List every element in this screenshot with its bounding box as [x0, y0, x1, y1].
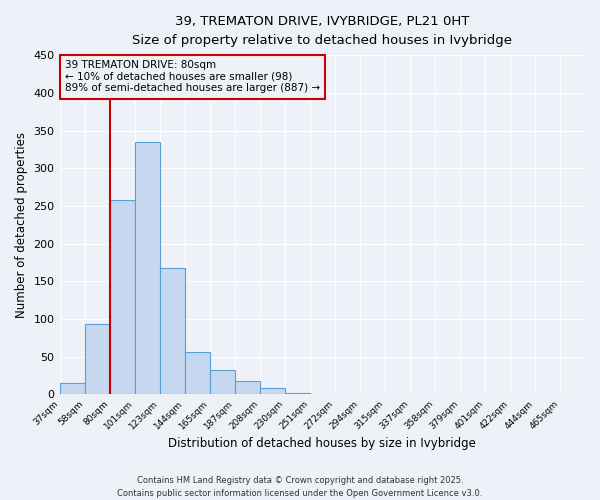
Bar	[134, 142, 160, 395]
Bar	[85, 324, 110, 394]
Bar	[260, 388, 285, 394]
Bar	[160, 268, 185, 394]
X-axis label: Distribution of detached houses by size in Ivybridge: Distribution of detached houses by size …	[169, 437, 476, 450]
Bar	[285, 393, 310, 394]
Bar	[235, 381, 260, 394]
Bar	[185, 352, 209, 395]
Bar	[209, 370, 235, 394]
Text: Contains HM Land Registry data © Crown copyright and database right 2025.
Contai: Contains HM Land Registry data © Crown c…	[118, 476, 482, 498]
Title: 39, TREMATON DRIVE, IVYBRIDGE, PL21 0HT
Size of property relative to detached ho: 39, TREMATON DRIVE, IVYBRIDGE, PL21 0HT …	[132, 15, 512, 47]
Text: 39 TREMATON DRIVE: 80sqm
← 10% of detached houses are smaller (98)
89% of semi-d: 39 TREMATON DRIVE: 80sqm ← 10% of detach…	[65, 60, 320, 94]
Bar	[110, 200, 134, 394]
Bar	[59, 383, 85, 394]
Y-axis label: Number of detached properties: Number of detached properties	[15, 132, 28, 318]
